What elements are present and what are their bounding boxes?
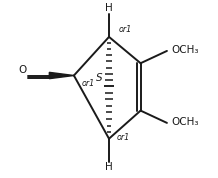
Text: H: H [105, 3, 113, 13]
Text: OCH₃: OCH₃ [171, 117, 199, 127]
Text: H: H [105, 162, 113, 172]
Text: O: O [18, 65, 27, 75]
Text: or1: or1 [82, 79, 95, 88]
Text: or1: or1 [117, 133, 130, 142]
Text: S: S [96, 73, 103, 83]
Text: OCH₃: OCH₃ [171, 45, 199, 55]
Polygon shape [49, 72, 74, 79]
Text: or1: or1 [119, 25, 132, 34]
